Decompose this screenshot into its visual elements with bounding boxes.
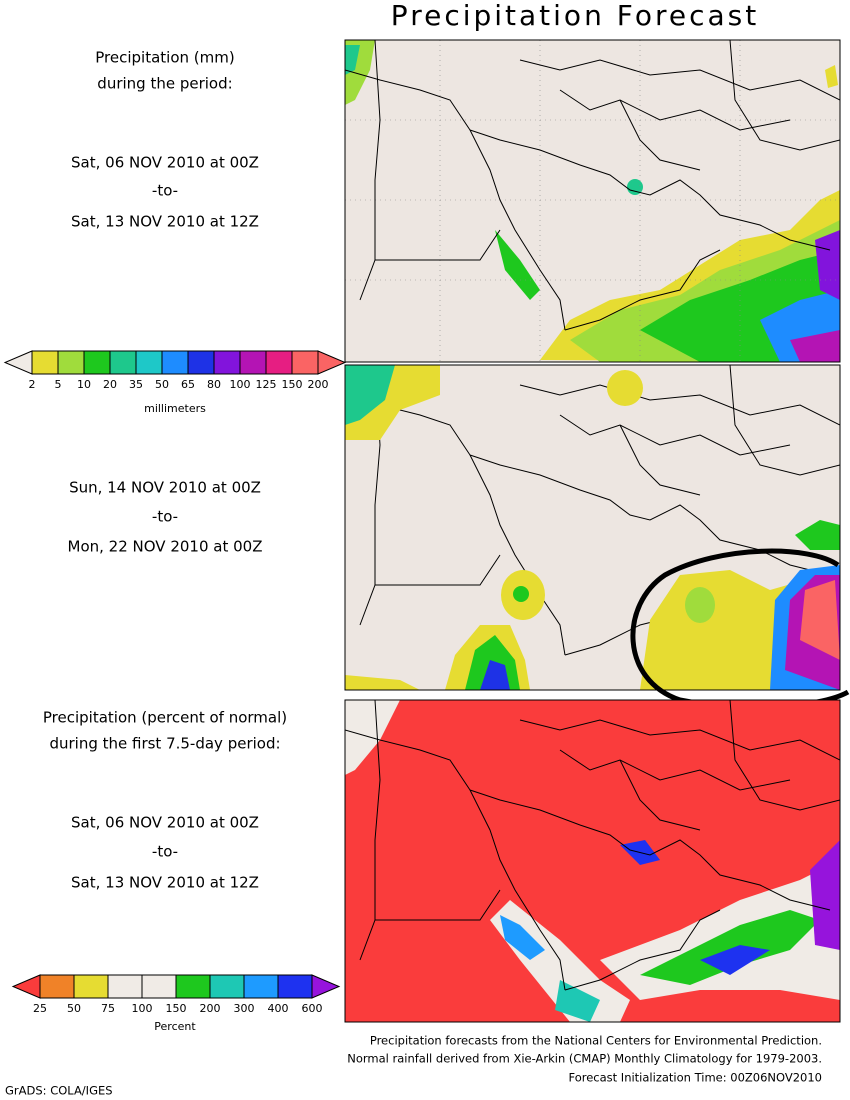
- period-start: Sat, 06 NOV 2010 at 00Z: [71, 814, 259, 832]
- period-to: -to-: [152, 508, 178, 526]
- legend-swatch: [83, 350, 111, 375]
- legend-swatch: [213, 350, 241, 375]
- legend-swatch: [109, 350, 137, 375]
- heading: during the period:: [97, 75, 232, 93]
- legend-swatch: [11, 974, 41, 999]
- legend-label: 5: [55, 378, 62, 391]
- legend-swatch: [3, 350, 33, 375]
- legend-swatch: [239, 350, 267, 375]
- map-frame: [344, 39, 841, 363]
- legend-swatch: [265, 350, 293, 375]
- legend-label: 80: [207, 378, 221, 391]
- legend-swatch: [31, 350, 59, 375]
- period-end: Sat, 13 NOV 2010 at 12Z: [71, 874, 259, 892]
- legend-label: 400: [268, 1002, 289, 1015]
- map-panel: [345, 700, 840, 1022]
- legend-swatch: [317, 350, 347, 375]
- legend-swatch: [243, 974, 279, 999]
- legend-label: 125: [256, 378, 277, 391]
- period-start: Sat, 06 NOV 2010 at 00Z: [71, 154, 259, 172]
- footer-line: Normal rainfall derived from Xie-Arkin (…: [347, 1052, 822, 1066]
- legend-swatch: [175, 974, 211, 999]
- legend-swatch: [311, 974, 341, 999]
- legend-swatch: [209, 974, 245, 999]
- legend-label: 20: [103, 378, 117, 391]
- legend-swatch: [161, 350, 189, 375]
- map-panel: [345, 365, 840, 690]
- period-to: -to-: [152, 182, 178, 200]
- map-panel: [345, 40, 840, 362]
- legend-swatch: [141, 974, 177, 999]
- heading: Precipitation (percent of normal): [43, 709, 287, 727]
- footer-line: Forecast Initialization Time: 00Z06NOV20…: [568, 1071, 822, 1085]
- legend-label: 100: [132, 1002, 153, 1015]
- legend-swatch: [73, 974, 109, 999]
- map-frame: [344, 699, 841, 1023]
- legend-label: 50: [67, 1002, 81, 1015]
- legend-swatch: [277, 974, 313, 999]
- legend-swatch: [39, 974, 75, 999]
- legend-swatch: [291, 350, 319, 375]
- period-end: Sat, 13 NOV 2010 at 12Z: [71, 213, 259, 231]
- legend-label: 300: [234, 1002, 255, 1015]
- legend-label: 50: [155, 378, 169, 391]
- legend-label: 35: [129, 378, 143, 391]
- legend-swatch: [107, 974, 143, 999]
- legend-label: 25: [33, 1002, 47, 1015]
- legend-swatch: [135, 350, 163, 375]
- heading: during the first 7.5-day period:: [49, 735, 280, 753]
- period-end: Mon, 22 NOV 2010 at 00Z: [68, 538, 263, 556]
- heading: Precipitation (mm): [95, 49, 234, 67]
- legend-label: 10: [77, 378, 91, 391]
- legend-label: 600: [302, 1002, 323, 1015]
- legend-label: 75: [101, 1002, 115, 1015]
- legend-label: 150: [166, 1002, 187, 1015]
- legend-unit: millimeters: [144, 402, 206, 415]
- legend-label: 65: [181, 378, 195, 391]
- footer-line: Precipitation forecasts from the Nationa…: [370, 1034, 822, 1048]
- credit: GrADS: COLA/IGES: [5, 1084, 113, 1098]
- legend-label: 200: [308, 378, 329, 391]
- legend-label: 200: [200, 1002, 221, 1015]
- legend-label: 2: [29, 378, 36, 391]
- legend-unit: Percent: [154, 1020, 196, 1033]
- title: Precipitation Forecast: [391, 0, 759, 32]
- legend-label: 150: [282, 378, 303, 391]
- map-frame: [344, 364, 841, 691]
- legend-swatch: [57, 350, 85, 375]
- legend-label: 100: [230, 378, 251, 391]
- period-to: -to-: [152, 843, 178, 861]
- period-start: Sun, 14 NOV 2010 at 00Z: [69, 479, 261, 497]
- legend-swatch: [187, 350, 215, 375]
